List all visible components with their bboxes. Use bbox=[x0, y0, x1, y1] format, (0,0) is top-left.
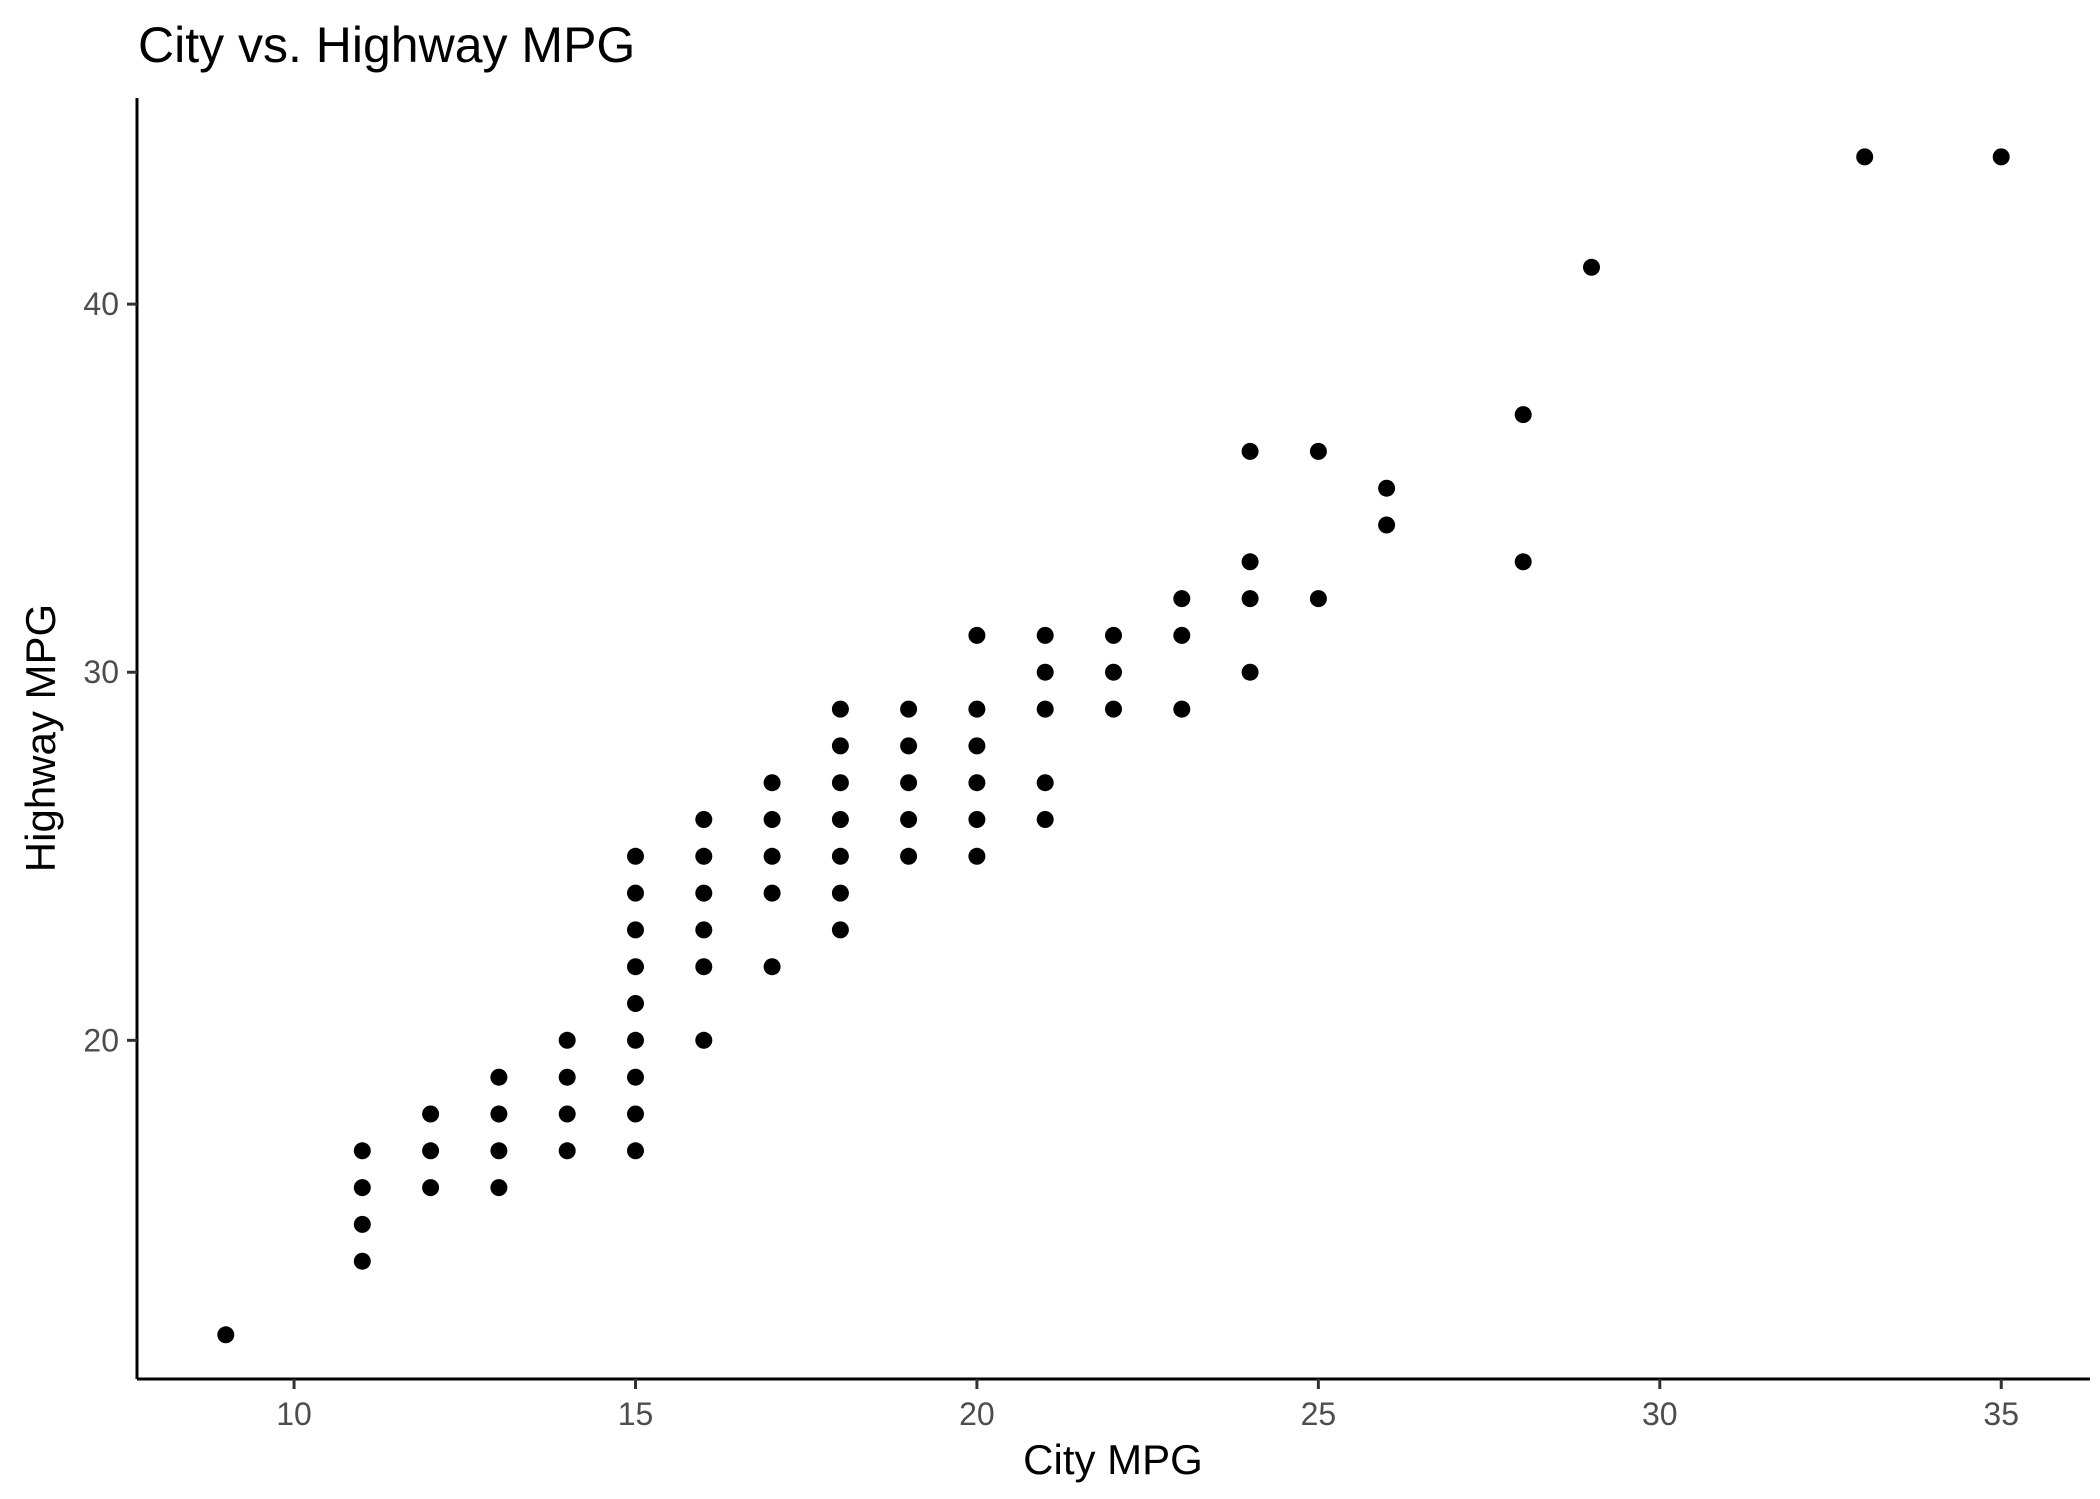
data-point bbox=[1583, 258, 1600, 276]
data-point bbox=[627, 958, 644, 976]
y-axis-label: Highway MPG bbox=[17, 604, 64, 872]
data-point bbox=[627, 921, 644, 939]
data-point bbox=[1856, 148, 1874, 166]
data-point bbox=[627, 1142, 644, 1160]
data-point bbox=[1241, 442, 1259, 460]
data-point bbox=[490, 1179, 508, 1197]
data-point bbox=[1514, 406, 1532, 424]
data-point bbox=[831, 921, 849, 939]
data-point bbox=[353, 1215, 371, 1233]
data-point bbox=[695, 884, 713, 902]
data-point bbox=[627, 847, 644, 865]
data-point bbox=[1036, 626, 1054, 644]
data-point bbox=[1992, 148, 2010, 166]
data-point bbox=[968, 626, 986, 644]
data-point bbox=[831, 811, 849, 828]
data-point bbox=[627, 1105, 644, 1123]
chart-title: City vs. Highway MPG bbox=[138, 17, 635, 73]
plot-area bbox=[217, 148, 2010, 1344]
data-point bbox=[490, 1142, 508, 1160]
data-point bbox=[1173, 590, 1191, 608]
data-point bbox=[1036, 663, 1054, 681]
data-point bbox=[558, 1031, 576, 1049]
data-point bbox=[763, 774, 781, 792]
data-point bbox=[695, 921, 713, 939]
data-point bbox=[968, 847, 986, 865]
y-axis-ticks: 20 30 40 bbox=[83, 286, 137, 1058]
data-point bbox=[900, 774, 918, 792]
data-point bbox=[695, 811, 713, 828]
data-point bbox=[831, 737, 849, 755]
data-point bbox=[1036, 774, 1054, 792]
data-point bbox=[558, 1142, 576, 1160]
data-point bbox=[1309, 442, 1327, 460]
data-point bbox=[1173, 626, 1191, 644]
data-point bbox=[558, 1068, 576, 1086]
data-point bbox=[1514, 553, 1532, 571]
data-point bbox=[763, 811, 781, 828]
y-tick-label: 40 bbox=[83, 286, 119, 322]
x-tick-label: 25 bbox=[1301, 1396, 1337, 1432]
data-point bbox=[763, 958, 781, 976]
data-point bbox=[763, 884, 781, 902]
data-point bbox=[353, 1252, 371, 1270]
data-point bbox=[968, 700, 986, 718]
data-point bbox=[353, 1179, 371, 1197]
data-point bbox=[831, 700, 849, 718]
data-point bbox=[422, 1179, 440, 1197]
data-point bbox=[1105, 663, 1122, 681]
data-point bbox=[831, 774, 849, 792]
x-axis-label: City MPG bbox=[1023, 1436, 1203, 1483]
data-point bbox=[695, 847, 713, 865]
data-point bbox=[1378, 516, 1396, 534]
data-point bbox=[763, 847, 781, 865]
x-tick-label: 20 bbox=[959, 1396, 995, 1432]
y-tick-label: 30 bbox=[83, 654, 119, 690]
data-point bbox=[490, 1068, 508, 1086]
data-point bbox=[490, 1105, 508, 1123]
data-point bbox=[968, 737, 986, 755]
data-point bbox=[1173, 700, 1191, 718]
data-point bbox=[627, 995, 644, 1012]
data-point bbox=[1241, 663, 1259, 681]
data-point bbox=[627, 1031, 644, 1049]
data-point bbox=[831, 884, 849, 902]
data-point bbox=[1378, 479, 1396, 497]
data-point bbox=[695, 958, 713, 976]
data-point bbox=[627, 884, 644, 902]
data-point bbox=[1241, 590, 1259, 608]
x-tick-label: 30 bbox=[1642, 1396, 1678, 1432]
data-point bbox=[1241, 553, 1259, 571]
data-point bbox=[422, 1105, 440, 1123]
data-point bbox=[1105, 700, 1122, 718]
data-point bbox=[831, 847, 849, 865]
data-point bbox=[1309, 590, 1327, 608]
data-point bbox=[1036, 811, 1054, 828]
data-point bbox=[900, 700, 918, 718]
data-point bbox=[353, 1142, 371, 1160]
x-axis-ticks: 10 15 20 25 30 35 bbox=[276, 1379, 2019, 1432]
data-point bbox=[558, 1105, 576, 1123]
data-point bbox=[217, 1326, 235, 1344]
data-point bbox=[900, 737, 918, 755]
data-point bbox=[1105, 626, 1122, 644]
data-point bbox=[627, 1068, 644, 1086]
data-point bbox=[968, 774, 986, 792]
data-point bbox=[900, 847, 918, 865]
data-point bbox=[695, 1031, 713, 1049]
y-tick-label: 20 bbox=[83, 1022, 119, 1058]
data-point bbox=[968, 811, 986, 828]
x-tick-label: 35 bbox=[1983, 1396, 2019, 1432]
x-tick-label: 10 bbox=[276, 1396, 312, 1432]
data-point bbox=[1036, 700, 1054, 718]
x-tick-label: 15 bbox=[618, 1396, 654, 1432]
data-point bbox=[900, 811, 918, 828]
data-point bbox=[422, 1142, 440, 1160]
